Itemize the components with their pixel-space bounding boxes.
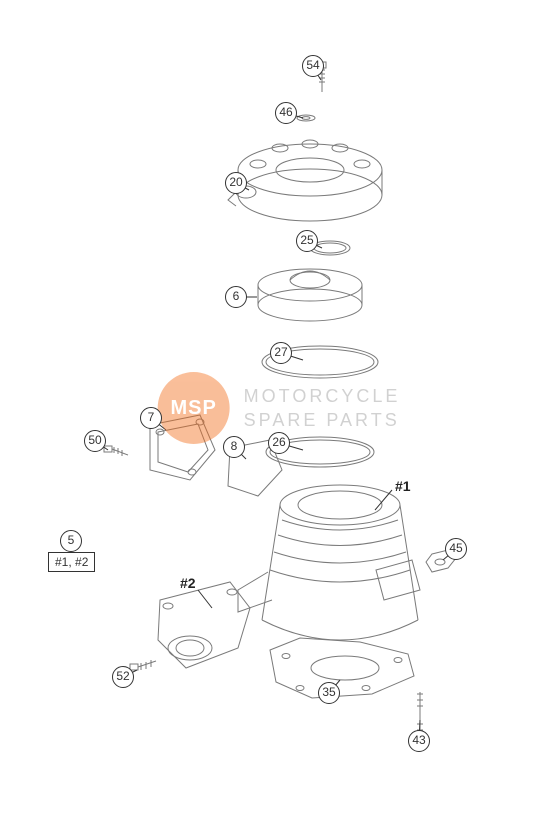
callout-52: 52 bbox=[112, 666, 134, 688]
callout-6: 6 bbox=[225, 286, 247, 308]
part-valve-cover-bolt bbox=[104, 446, 128, 456]
callout-45: 45 bbox=[445, 538, 467, 560]
part-flange-bolt bbox=[130, 660, 156, 670]
callout-8: 8 bbox=[223, 436, 245, 458]
hash-label-2: #2 bbox=[180, 575, 196, 591]
callout-7: 7 bbox=[140, 407, 162, 429]
exploded-drawing bbox=[0, 0, 558, 816]
callout-50: 50 bbox=[84, 430, 106, 452]
callout-46: 46 bbox=[275, 102, 297, 124]
callout-27: 27 bbox=[270, 342, 292, 364]
callout-43: 43 bbox=[408, 730, 430, 752]
kit-ref-box: #1, #2 bbox=[48, 552, 95, 572]
part-cylinder-head bbox=[228, 140, 382, 221]
diagram-stage: MSP MOTORCYCLE SPARE PARTS 54 46 20 25 6… bbox=[0, 0, 558, 816]
part-base-gasket bbox=[270, 638, 414, 698]
hash-label-1: #1 bbox=[395, 478, 411, 494]
callout-54: 54 bbox=[302, 55, 324, 77]
callout-5: 5 bbox=[60, 530, 82, 552]
leader-lines bbox=[95, 66, 456, 741]
part-cylinder bbox=[238, 485, 420, 640]
part-exhaust-flange bbox=[158, 582, 250, 668]
callout-35: 35 bbox=[318, 682, 340, 704]
callout-26: 26 bbox=[268, 432, 290, 454]
callout-25: 25 bbox=[296, 230, 318, 252]
part-washer bbox=[297, 115, 315, 121]
part-combustion-insert bbox=[258, 269, 362, 321]
callout-20: 20 bbox=[225, 172, 247, 194]
